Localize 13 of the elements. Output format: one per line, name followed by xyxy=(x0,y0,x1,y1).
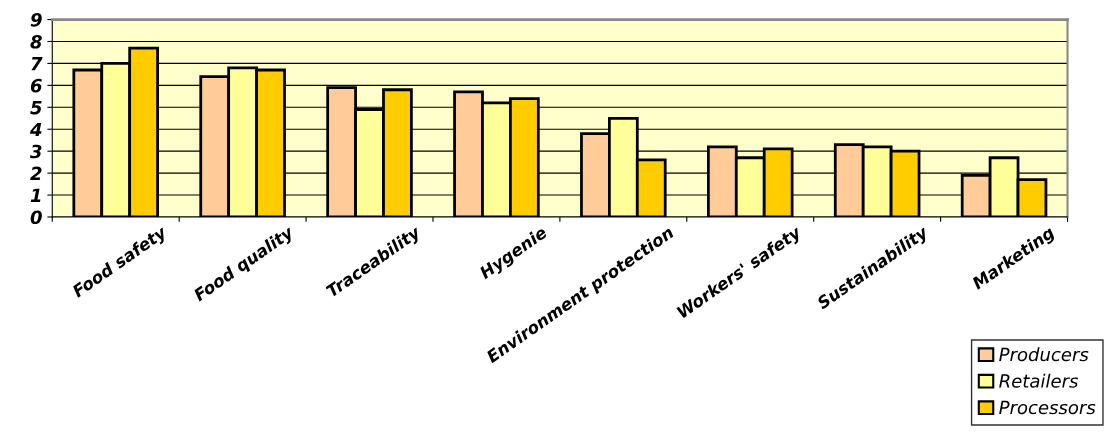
y-tick-label: 6 xyxy=(30,78,42,93)
y-tick-label: 8 xyxy=(30,34,42,49)
legend-label: Processors xyxy=(999,400,1096,415)
y-tick-label: 9 xyxy=(30,13,42,27)
y-tick-label: 4 xyxy=(29,122,42,137)
y-tick-label: 1 xyxy=(30,188,41,202)
y-tick-label: 3 xyxy=(29,144,42,159)
y-tick-label: 0 xyxy=(30,210,42,225)
y-tick-label: 7 xyxy=(31,57,43,71)
y-tick-label: 5 xyxy=(30,100,42,115)
y-tick-label: 2 xyxy=(30,166,42,180)
legend-label: Producers xyxy=(999,347,1089,362)
legend-label: Retailers xyxy=(999,373,1079,388)
